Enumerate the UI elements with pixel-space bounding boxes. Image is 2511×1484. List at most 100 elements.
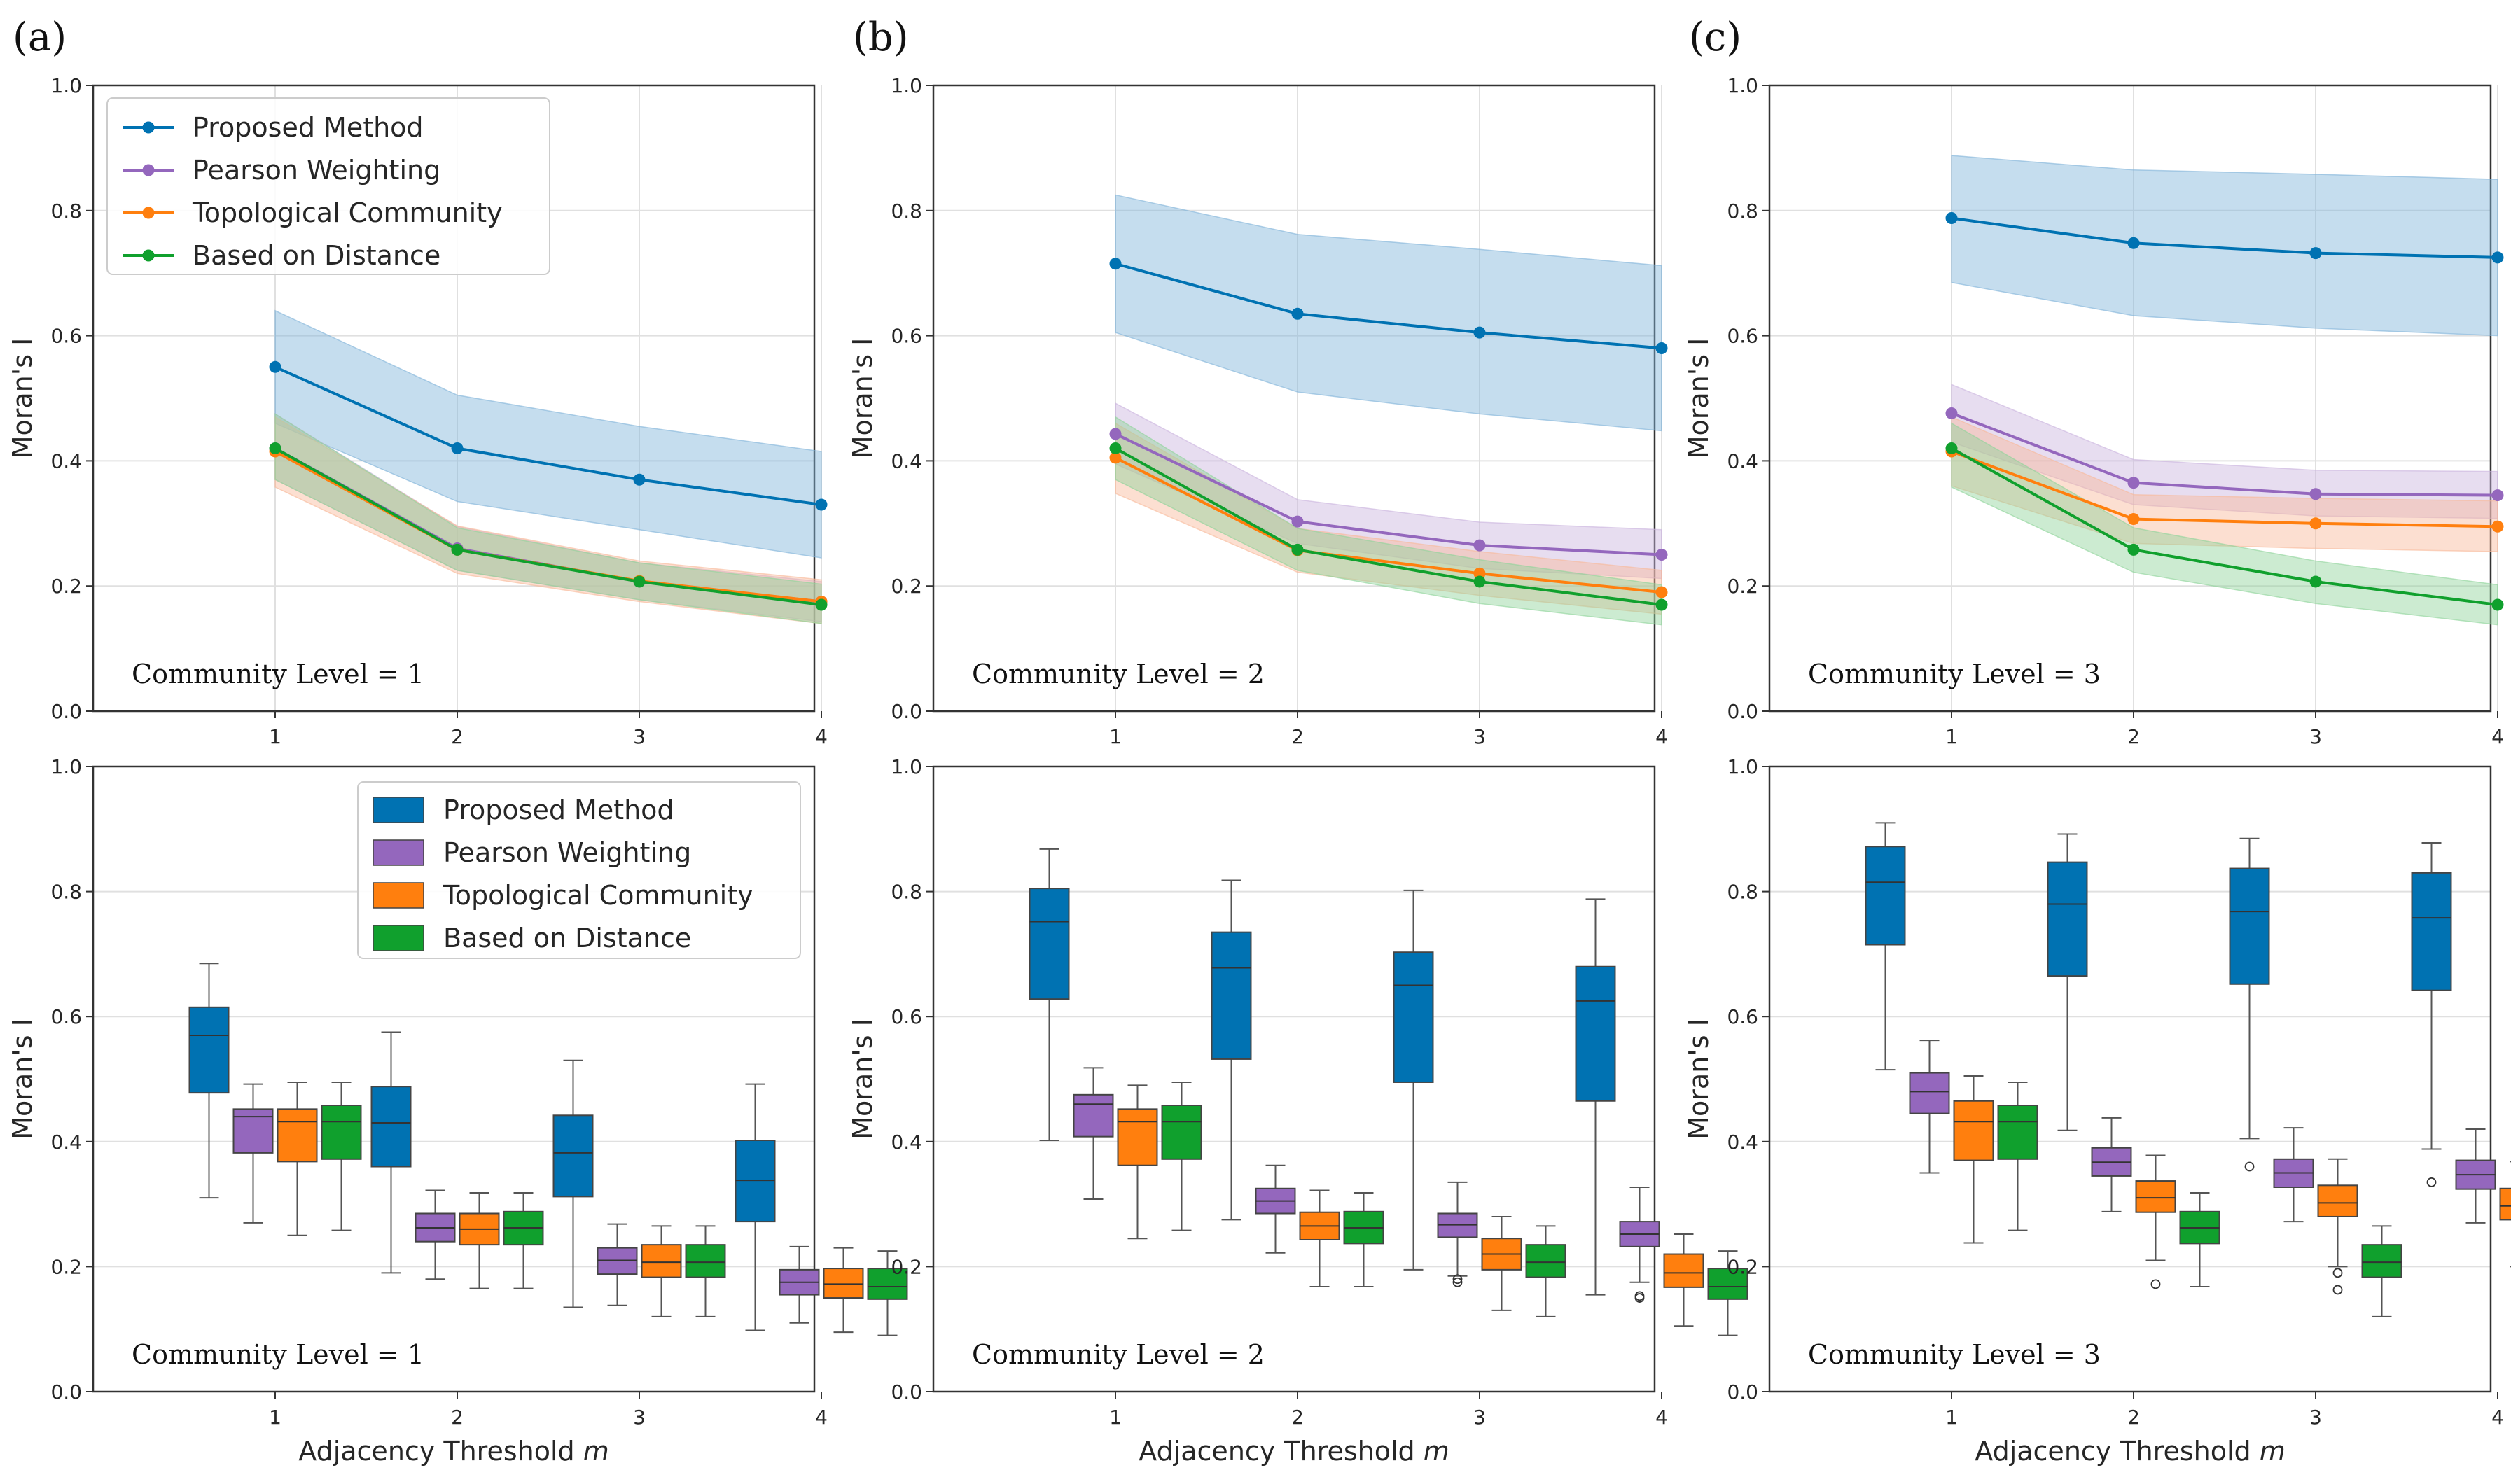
line-distance xyxy=(1951,447,2498,607)
legend-marker-pearson xyxy=(142,164,155,176)
x-tick-label: 1 xyxy=(1945,725,1958,748)
box-topological xyxy=(1953,1100,1994,1161)
legend-label-distance: Based on Distance xyxy=(443,923,691,953)
y-axis-label: Moran's I xyxy=(7,1018,38,1140)
box-proposed xyxy=(1029,888,1070,1000)
line-topological xyxy=(1951,450,2498,528)
legend-label-topological: Topological Community xyxy=(192,197,503,228)
point-topological xyxy=(2309,517,2322,530)
legend-label-pearson: Pearson Weighting xyxy=(193,155,440,186)
x-axis-label-text: Adjacency Threshold xyxy=(1139,1436,1423,1466)
box-proposed xyxy=(552,1114,594,1198)
line-distance xyxy=(274,447,822,607)
legend-label-proposed: Proposed Method xyxy=(193,112,424,143)
x-tick-label: 4 xyxy=(815,725,828,748)
axes-frame xyxy=(92,84,816,713)
line-topological xyxy=(1115,456,1662,594)
box-proposed xyxy=(1865,846,1906,946)
panel-label: (c) xyxy=(1689,15,1741,60)
legend-marker-topological xyxy=(142,206,155,219)
y-tick-label: 0.4 xyxy=(891,449,922,472)
panel-label: (a) xyxy=(13,15,67,60)
panel-label: (b) xyxy=(853,15,909,60)
community-level-annotation: Community Level = 3 xyxy=(1808,1339,2101,1370)
band-distance xyxy=(1951,422,2498,626)
legend-swatch-topological xyxy=(373,882,424,909)
y-tick-label: 1.0 xyxy=(1727,755,1758,778)
panel-4: 0.0 0.2 0.4 0.6 0.8 1.0 1 2 3 4 Moran's I Adjacency… xyxy=(7,755,908,1466)
box-distance xyxy=(321,1105,362,1160)
box-proposed xyxy=(1393,951,1434,1083)
y-tick-label: 0.4 xyxy=(50,449,82,472)
y-tick-label: 0.0 xyxy=(891,700,922,723)
legend-marker-distance xyxy=(142,249,155,262)
box-topological xyxy=(2317,1184,2358,1217)
box-topological xyxy=(1663,1253,1704,1288)
y-tick-label: 0.4 xyxy=(50,1130,82,1154)
point-topological xyxy=(1473,567,1486,580)
point-topological xyxy=(1109,451,1122,464)
legend-label-topological: Topological Community xyxy=(443,880,753,911)
y-axis-label: Moran's I xyxy=(847,1018,878,1140)
x-tick-label: 4 xyxy=(2491,725,2504,748)
outlier-proposed xyxy=(2244,1161,2255,1172)
axes-frame xyxy=(1768,765,2492,1393)
point-pearson xyxy=(1945,407,1958,419)
axes-frame xyxy=(1768,84,2492,713)
point-proposed xyxy=(1945,212,1958,225)
point-proposed xyxy=(2491,251,2504,264)
point-proposed xyxy=(2309,247,2322,260)
box-topological xyxy=(2499,1187,2511,1221)
y-tick-label: 0.8 xyxy=(891,881,922,904)
box-pearson xyxy=(1909,1072,1950,1114)
axes-frame xyxy=(932,84,1656,713)
point-proposed xyxy=(1473,326,1486,339)
y-tick-label: 0.6 xyxy=(891,1005,922,1028)
community-level-annotation: Community Level = 1 xyxy=(132,659,424,690)
line-pearson xyxy=(1115,433,1662,556)
line-proposed xyxy=(1115,262,1662,350)
outlier-pearson xyxy=(1452,1274,1463,1284)
x-tick-label: 2 xyxy=(451,725,464,748)
x-tick-label: 4 xyxy=(815,1406,828,1429)
panel-5: 0.0 0.2 0.4 0.6 0.8 1.0 1 2 3 4 Moran's I Adjacency… xyxy=(847,755,1748,1466)
line-distance xyxy=(1115,447,1662,607)
point-pearson xyxy=(2491,489,2504,502)
box-pearson xyxy=(232,1108,274,1154)
x-tick-label: 4 xyxy=(2491,1406,2504,1429)
y-tick-label: 0.8 xyxy=(50,881,82,904)
x-axis-label-variable: m xyxy=(2260,1436,2286,1466)
community-level-annotation: Community Level = 2 xyxy=(972,1339,1265,1370)
y-tick-label: 0.2 xyxy=(891,1255,922,1278)
point-distance xyxy=(2309,575,2322,588)
point-distance xyxy=(269,442,281,455)
point-distance xyxy=(1655,598,1668,611)
y-tick-label: 0.2 xyxy=(891,575,922,598)
y-tick-label: 1.0 xyxy=(891,755,922,778)
point-topological xyxy=(2127,513,2140,526)
box-proposed xyxy=(2229,867,2270,985)
point-pearson xyxy=(1291,515,1304,528)
point-distance xyxy=(1109,442,1122,455)
y-tick-label: 1.0 xyxy=(891,74,922,97)
panel-3: 0.0 0.2 0.4 0.6 0.8 1.0 1 2 3 4 Moran's I (c) Commun… xyxy=(1683,15,2504,748)
box-topological xyxy=(1117,1108,1158,1166)
line-proposed xyxy=(1951,216,2498,259)
point-proposed xyxy=(1109,258,1122,270)
y-tick-label: 0.6 xyxy=(1727,1005,1758,1028)
y-axis-label: Moran's I xyxy=(1683,338,1714,459)
band-proposed xyxy=(1115,194,1662,432)
point-pearson xyxy=(1109,428,1122,440)
y-tick-label: 0.8 xyxy=(1727,200,1758,223)
box-distance xyxy=(685,1244,726,1278)
box-proposed xyxy=(188,1006,230,1094)
point-topological xyxy=(1655,586,1668,598)
x-axis-label: Adjacency Threshold m xyxy=(1975,1436,2286,1466)
band-proposed xyxy=(274,309,822,559)
outlier-pearson xyxy=(1634,1291,1645,1301)
x-axis-label-text: Adjacency Threshold xyxy=(1975,1436,2259,1466)
y-tick-label: 0.2 xyxy=(50,1255,82,1278)
y-tick-label: 0.4 xyxy=(1727,449,1758,472)
legend-label-proposed: Proposed Method xyxy=(443,794,674,825)
